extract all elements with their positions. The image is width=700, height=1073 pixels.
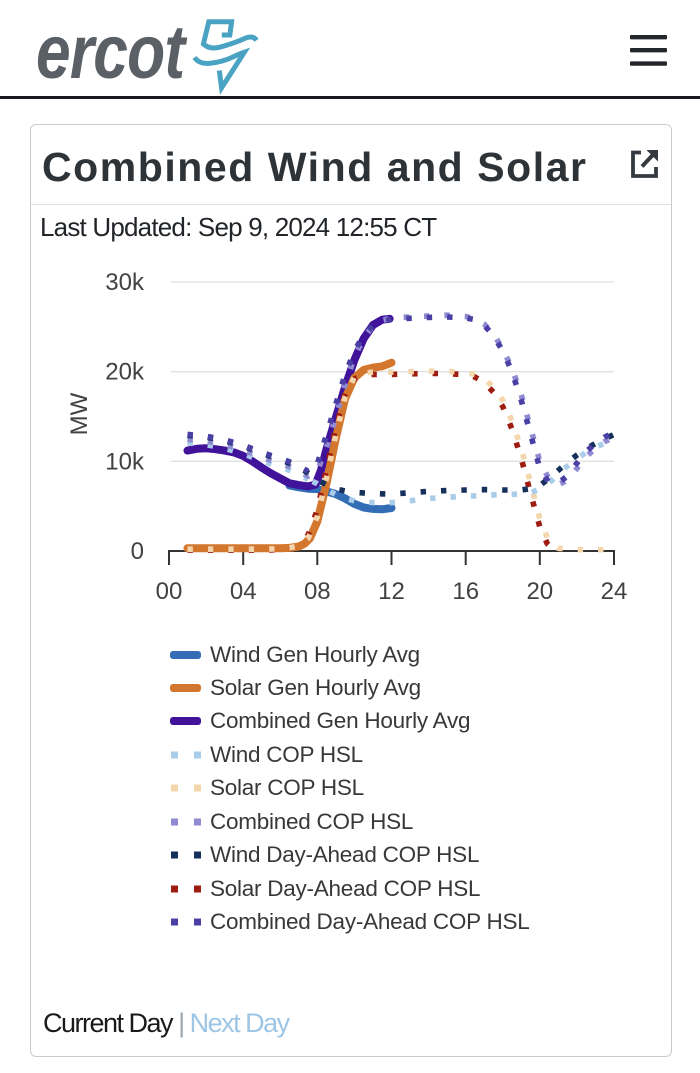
svg-text:20: 20 bbox=[526, 578, 553, 605]
svg-text:16: 16 bbox=[452, 578, 479, 605]
svg-text:20k: 20k bbox=[105, 359, 145, 386]
svg-text:24: 24 bbox=[601, 578, 628, 605]
svg-text:10k: 10k bbox=[105, 448, 145, 475]
svg-text:0: 0 bbox=[131, 538, 144, 565]
svg-text:04: 04 bbox=[230, 578, 257, 605]
svg-text:00: 00 bbox=[156, 578, 183, 605]
svg-text:08: 08 bbox=[304, 578, 331, 605]
svg-text:ercot: ercot bbox=[36, 9, 188, 94]
svg-text:12: 12 bbox=[378, 578, 405, 605]
svg-text:30k: 30k bbox=[105, 269, 145, 296]
svg-text:MW: MW bbox=[66, 392, 93, 435]
